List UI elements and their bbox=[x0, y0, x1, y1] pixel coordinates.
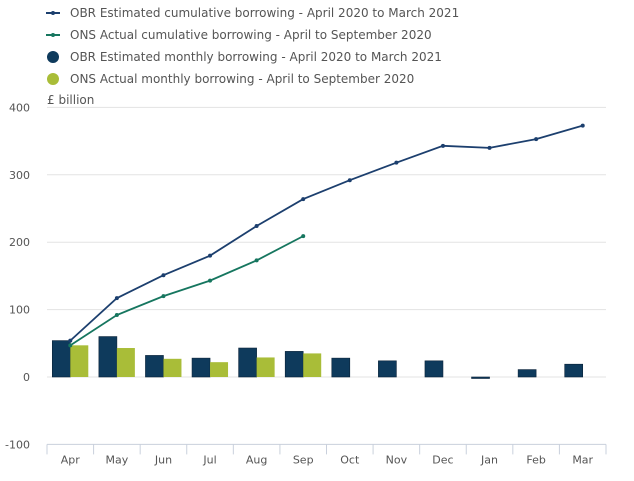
obr-cumulative-point[interactable] bbox=[254, 224, 259, 229]
x-tick-label: Jan bbox=[480, 453, 498, 466]
bar-obr-monthly-mar[interactable] bbox=[564, 363, 584, 378]
legend-item-obr-cumulative[interactable]: OBR Estimated cumulative borrowing - Apr… bbox=[44, 2, 459, 24]
obr-cumulative-point[interactable] bbox=[580, 123, 585, 128]
circle-icon bbox=[44, 51, 62, 63]
y-tick-label: 400 bbox=[9, 101, 30, 114]
x-tick-label: Apr bbox=[61, 453, 81, 466]
x-tick-label: Mar bbox=[572, 453, 593, 466]
bar-obr-monthly-nov[interactable] bbox=[378, 360, 397, 378]
legend-item-ons-cumulative[interactable]: ONS Actual cumulative borrowing - April … bbox=[44, 24, 459, 46]
obr-cumulative-point[interactable] bbox=[68, 338, 73, 343]
bar-ons-monthly-jun[interactable] bbox=[163, 358, 182, 377]
circle-icon bbox=[44, 73, 62, 85]
x-tick-label: Jun bbox=[154, 453, 172, 466]
line-marker-icon bbox=[44, 7, 62, 19]
bar-ons-monthly-jul[interactable] bbox=[210, 362, 229, 377]
y-tick-label: 100 bbox=[9, 304, 30, 317]
bar-ons-monthly-may[interactable] bbox=[116, 348, 135, 377]
obr-cumulative-point[interactable] bbox=[487, 145, 492, 150]
legend-item-obr-monthly[interactable]: OBR Estimated monthly borrowing - April … bbox=[44, 46, 459, 68]
ons-cumulative-point[interactable] bbox=[161, 294, 166, 299]
ons-cumulative-point[interactable] bbox=[254, 258, 259, 263]
obr-cumulative-point[interactable] bbox=[161, 273, 166, 278]
chart-legend: OBR Estimated cumulative borrowing - Apr… bbox=[44, 2, 459, 90]
x-tick-label: May bbox=[106, 453, 129, 466]
bar-obr-monthly-apr[interactable] bbox=[51, 340, 71, 378]
y-tick-label: 300 bbox=[9, 169, 30, 182]
obr-cumulative-point[interactable] bbox=[208, 253, 213, 258]
bar-obr-monthly-jun[interactable] bbox=[145, 355, 164, 378]
obr-cumulative-point[interactable] bbox=[394, 160, 399, 165]
obr-cumulative-line[interactable] bbox=[69, 124, 583, 342]
x-tick-label: Jul bbox=[202, 453, 216, 466]
obr-cumulative-point[interactable] bbox=[301, 197, 306, 202]
y-axis-label: £ billion bbox=[47, 93, 94, 107]
bar-obr-monthly-oct[interactable] bbox=[331, 357, 351, 378]
bar-ons-monthly-aug[interactable] bbox=[256, 357, 275, 377]
bar-obr-monthly-feb[interactable] bbox=[517, 369, 537, 378]
legend-label: ONS Actual cumulative borrowing - April … bbox=[70, 28, 432, 42]
y-tick-label: 0 bbox=[23, 371, 30, 384]
bar-ons-monthly-apr[interactable] bbox=[70, 345, 89, 377]
ons-cumulative-point[interactable] bbox=[301, 234, 306, 239]
bar-obr-monthly-jan[interactable] bbox=[471, 376, 490, 379]
obr-cumulative-point[interactable] bbox=[114, 296, 119, 301]
x-axis: Apr May Jun Jul Aug Sep Oct Nov Dec Jan Feb Mar bbox=[46, 443, 607, 466]
x-tick-label: Aug bbox=[246, 453, 267, 466]
ons-cumulative-point[interactable] bbox=[68, 343, 73, 348]
x-tick-label: Sep bbox=[293, 453, 314, 466]
y-tick-label: -100 bbox=[5, 438, 30, 451]
bar-ons-monthly-sep[interactable] bbox=[303, 353, 322, 377]
lines bbox=[68, 123, 585, 348]
y-axis: -100 0 100 200 300 400 bbox=[5, 101, 30, 451]
line-marker-icon bbox=[44, 29, 62, 41]
legend-item-ons-monthly[interactable]: ONS Actual monthly borrowing - April to … bbox=[44, 68, 459, 90]
legend-label: ONS Actual monthly borrowing - April to … bbox=[70, 72, 415, 86]
bars bbox=[51, 336, 584, 379]
bar-obr-monthly-aug[interactable] bbox=[238, 347, 257, 378]
ons-cumulative-point[interactable] bbox=[208, 278, 213, 283]
bar-obr-monthly-jul[interactable] bbox=[191, 357, 211, 378]
gridlines bbox=[47, 106, 606, 378]
obr-cumulative-point[interactable] bbox=[534, 137, 539, 142]
bar-obr-monthly-may[interactable] bbox=[98, 336, 118, 378]
obr-cumulative-point[interactable] bbox=[440, 143, 445, 148]
legend-label: OBR Estimated monthly borrowing - April … bbox=[70, 50, 442, 64]
x-tick-label: Oct bbox=[340, 453, 360, 466]
bar-obr-monthly-sep[interactable] bbox=[284, 351, 304, 378]
x-tick-label: Feb bbox=[526, 453, 545, 466]
ons-cumulative-line[interactable] bbox=[69, 235, 304, 347]
y-tick-label: 200 bbox=[9, 236, 30, 249]
legend-label: OBR Estimated cumulative borrowing - Apr… bbox=[70, 6, 460, 20]
x-tick-label: Nov bbox=[386, 453, 408, 466]
bar-obr-monthly-dec[interactable] bbox=[424, 360, 444, 378]
ons-cumulative-point[interactable] bbox=[114, 312, 119, 317]
obr-cumulative-point[interactable] bbox=[347, 178, 352, 183]
x-tick-label: Dec bbox=[432, 453, 453, 466]
